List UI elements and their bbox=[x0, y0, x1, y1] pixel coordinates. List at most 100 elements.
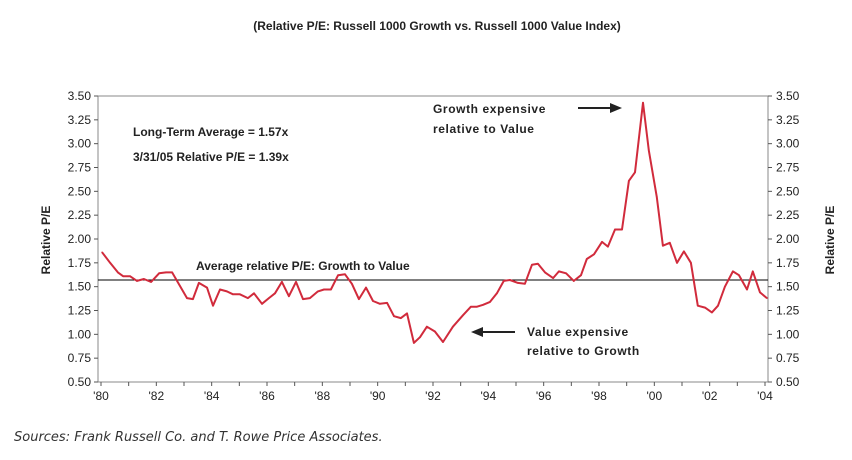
data-point bbox=[517, 282, 519, 284]
data-point bbox=[186, 297, 188, 299]
x-tick-label: '94 bbox=[481, 389, 497, 403]
y-tick-label: 3.50 bbox=[68, 89, 92, 103]
data-point bbox=[295, 281, 297, 283]
data-point bbox=[274, 292, 276, 295]
data-point bbox=[503, 280, 505, 282]
data-point bbox=[580, 274, 582, 277]
data-point bbox=[413, 342, 415, 344]
data-point bbox=[732, 270, 734, 273]
y-tick-label-right: 0.50 bbox=[776, 375, 800, 389]
data-point bbox=[738, 274, 740, 277]
data-point bbox=[426, 325, 428, 328]
data-point bbox=[337, 274, 339, 277]
x-tick-label: '86 bbox=[259, 389, 275, 403]
data-point bbox=[379, 303, 381, 305]
data-point bbox=[365, 286, 367, 289]
x-tick-label: '00 bbox=[647, 389, 663, 403]
x-tick-label: '90 bbox=[370, 389, 386, 403]
source-note: Sources: Frank Russell Co. and T. Rowe P… bbox=[14, 430, 383, 445]
y-tick-label: 1.50 bbox=[68, 280, 92, 294]
data-point bbox=[247, 297, 249, 299]
y-tick-label: 3.25 bbox=[68, 113, 92, 127]
y-tick-label-right: 2.50 bbox=[776, 184, 800, 198]
data-point bbox=[470, 305, 472, 308]
data-point bbox=[696, 304, 699, 307]
x-tick-label: '84 bbox=[204, 389, 220, 403]
data-point bbox=[192, 298, 194, 300]
data-point bbox=[509, 279, 511, 281]
data-point bbox=[656, 196, 658, 198]
data-point bbox=[165, 271, 167, 274]
data-point bbox=[524, 283, 526, 285]
data-point bbox=[386, 302, 388, 304]
y-tick-label: 2.75 bbox=[68, 161, 92, 175]
data-point bbox=[150, 281, 152, 283]
data-point bbox=[344, 273, 346, 276]
y-tick-label-right: 1.00 bbox=[776, 327, 800, 341]
arrow-left-icon bbox=[471, 327, 515, 337]
data-point bbox=[372, 300, 374, 302]
data-point bbox=[565, 272, 567, 275]
data-point bbox=[400, 317, 402, 319]
data-point bbox=[232, 293, 234, 296]
y-tick-label: 2.25 bbox=[68, 208, 92, 222]
y-tick-label-right: 2.00 bbox=[776, 232, 800, 246]
data-point bbox=[683, 250, 685, 253]
data-point bbox=[117, 271, 119, 274]
data-point bbox=[759, 291, 761, 294]
x-tick-label: '96 bbox=[536, 389, 552, 403]
data-point bbox=[746, 288, 748, 291]
data-point bbox=[302, 298, 304, 300]
data-point bbox=[558, 270, 560, 273]
data-point bbox=[158, 272, 160, 275]
y-tick-label-right: 3.00 bbox=[776, 137, 800, 151]
y-tick-label: 2.00 bbox=[68, 232, 92, 246]
y-tick-label-right: 2.25 bbox=[776, 208, 800, 222]
data-point bbox=[406, 312, 408, 315]
y-tick-label-right: 1.75 bbox=[776, 256, 800, 270]
data-point bbox=[531, 263, 533, 266]
data-point bbox=[607, 245, 609, 248]
data-point bbox=[288, 295, 290, 298]
value-expensive-label-2: relative to Growth bbox=[527, 344, 640, 358]
data-point bbox=[717, 304, 719, 307]
y-tick-label: 0.75 bbox=[68, 351, 92, 365]
data-point bbox=[711, 311, 713, 314]
data-point bbox=[669, 242, 671, 244]
data-point bbox=[261, 303, 263, 305]
data-point bbox=[537, 262, 539, 265]
data-point bbox=[330, 288, 332, 291]
data-point bbox=[676, 262, 678, 264]
data-point bbox=[593, 253, 595, 256]
data-point bbox=[129, 275, 131, 277]
data-point bbox=[482, 303, 484, 306]
data-point bbox=[239, 293, 241, 296]
data-point bbox=[544, 271, 546, 274]
y-tick-label-right: 1.50 bbox=[776, 280, 800, 294]
data-point bbox=[621, 228, 623, 231]
y-tick-label-right: 1.25 bbox=[776, 304, 800, 318]
data-point bbox=[634, 171, 636, 174]
growth-expensive-label-2: relative to Value bbox=[433, 122, 535, 136]
data-point bbox=[101, 251, 103, 254]
long-term-average-note: Long-Term Average = 1.57x bbox=[133, 125, 289, 139]
data-point bbox=[690, 262, 692, 264]
y-tick-label-right: 0.75 bbox=[776, 351, 800, 365]
data-point bbox=[226, 290, 228, 293]
data-point bbox=[476, 305, 478, 308]
value-expensive-label-1: Value expensive bbox=[527, 325, 629, 339]
data-point bbox=[752, 270, 754, 273]
y-tick-label-right: 3.50 bbox=[776, 89, 800, 103]
data-point bbox=[198, 282, 200, 284]
data-point bbox=[724, 285, 726, 288]
data-point bbox=[419, 336, 421, 338]
data-point bbox=[171, 271, 173, 274]
x-tick-label: '80 bbox=[93, 389, 109, 403]
chart-title: (Relative P/E: Russell 1000 Growth vs. R… bbox=[253, 19, 621, 33]
data-point bbox=[462, 314, 464, 317]
data-point bbox=[143, 278, 145, 280]
data-point bbox=[219, 288, 221, 291]
current-pe-note: 3/31/05 Relative P/E = 1.39x bbox=[133, 150, 289, 164]
data-point bbox=[434, 330, 436, 333]
